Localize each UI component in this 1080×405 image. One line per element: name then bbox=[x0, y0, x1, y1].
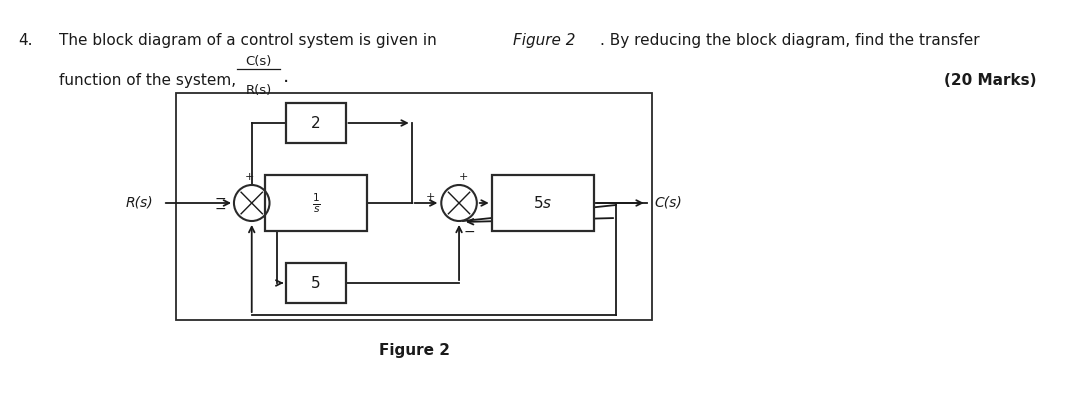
FancyBboxPatch shape bbox=[286, 263, 346, 303]
Text: .: . bbox=[283, 66, 289, 85]
Text: The block diagram of a control system is given in: The block diagram of a control system is… bbox=[59, 33, 442, 48]
Text: $5s$: $5s$ bbox=[534, 195, 553, 211]
FancyBboxPatch shape bbox=[286, 103, 346, 143]
Text: Figure 2: Figure 2 bbox=[379, 343, 450, 358]
Text: function of the system,: function of the system, bbox=[59, 73, 237, 88]
Text: −: − bbox=[215, 192, 226, 206]
Text: 2: 2 bbox=[311, 115, 321, 130]
FancyBboxPatch shape bbox=[491, 175, 594, 231]
Text: 5: 5 bbox=[311, 275, 321, 290]
Text: C(s): C(s) bbox=[654, 196, 683, 210]
Text: 4.: 4. bbox=[17, 33, 32, 48]
Text: +: + bbox=[426, 192, 435, 202]
Text: (20 Marks): (20 Marks) bbox=[944, 73, 1037, 88]
Text: +: + bbox=[245, 172, 255, 182]
Text: −: − bbox=[463, 225, 475, 239]
Text: −: − bbox=[215, 202, 226, 216]
Text: Figure 2: Figure 2 bbox=[513, 33, 576, 48]
Text: $\frac{1}{s}$: $\frac{1}{s}$ bbox=[311, 191, 321, 215]
Text: R(s): R(s) bbox=[245, 84, 272, 97]
FancyBboxPatch shape bbox=[265, 175, 367, 231]
Text: . By reducing the block diagram, find the transfer: . By reducing the block diagram, find th… bbox=[600, 33, 980, 48]
Text: +: + bbox=[458, 172, 468, 182]
Text: R(s): R(s) bbox=[125, 196, 153, 210]
Text: C(s): C(s) bbox=[245, 55, 272, 68]
